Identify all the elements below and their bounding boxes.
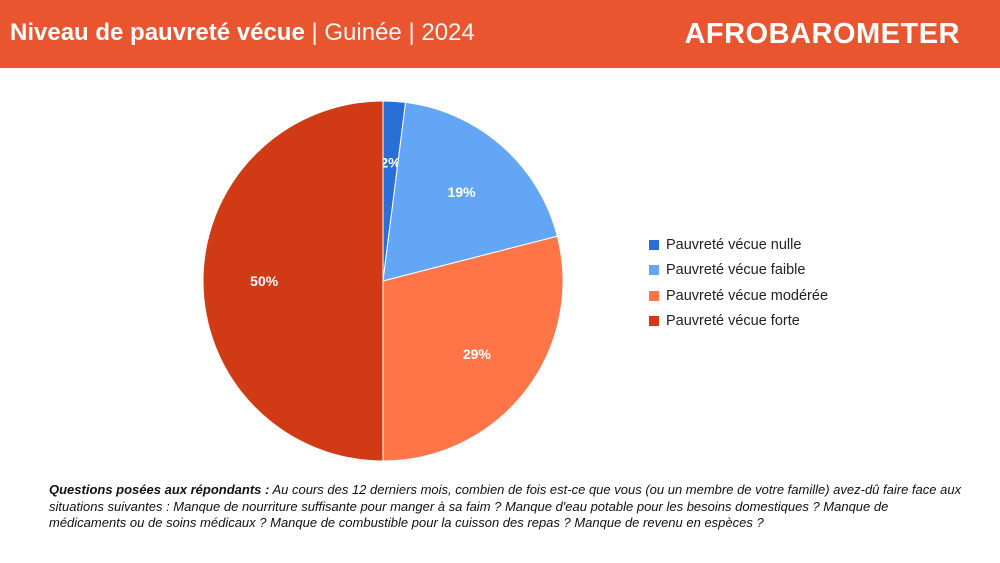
footnote-text: Au cours des 12 derniers mois, combien d… [49, 482, 962, 530]
legend-swatch-3 [649, 316, 659, 327]
footnote-lead: Questions posées aux répondants : [49, 482, 270, 497]
legend-label-3: Pauvreté vécue forte [666, 313, 800, 330]
legend-item-2: Pauvreté vécue modérée [649, 283, 828, 309]
legend-item-1: Pauvreté vécue faible [649, 258, 828, 284]
legend-swatch-0 [649, 239, 659, 250]
pie-chart: 2% 19% 29% 50% [202, 100, 564, 462]
pie-label-1: 19% [448, 184, 477, 200]
legend-label-2: Pauvreté vécue modérée [666, 287, 829, 304]
page-title-country-year: | Guinée | 2024 [304, 19, 475, 46]
legend-item-0: Pauvreté vécue nulle [649, 232, 828, 258]
page-title: Niveau de pauvreté vécue | Guinée | 2024 [10, 19, 475, 47]
legend-label-1: Pauvreté vécue faible [666, 262, 806, 279]
pie-label-2: 29% [463, 346, 492, 362]
questions-footnote: Questions posées aux répondants : Au cou… [49, 482, 969, 532]
afrobarometer-logo: AFROBAROMETER [684, 18, 960, 50]
chart-legend: Pauvreté vécue nulle Pauvreté vécue faibl… [649, 232, 828, 334]
pie-slice-1 [382, 101, 558, 282]
legend-swatch-2 [649, 290, 659, 301]
pie-label-3: 50% [250, 273, 279, 289]
legend-label-0: Pauvreté vécue nulle [666, 236, 802, 253]
header-bar: Niveau de pauvreté vécue | Guinée | 2024… [0, 0, 1000, 68]
pie-slice-3 [202, 100, 384, 462]
pie-label-0: 2% [380, 154, 401, 170]
pie-slice-2 [382, 235, 564, 462]
page-title-main: Niveau de pauvreté vécue [10, 19, 305, 46]
legend-item-3: Pauvreté vécue forte [649, 309, 828, 335]
legend-swatch-1 [649, 265, 659, 276]
